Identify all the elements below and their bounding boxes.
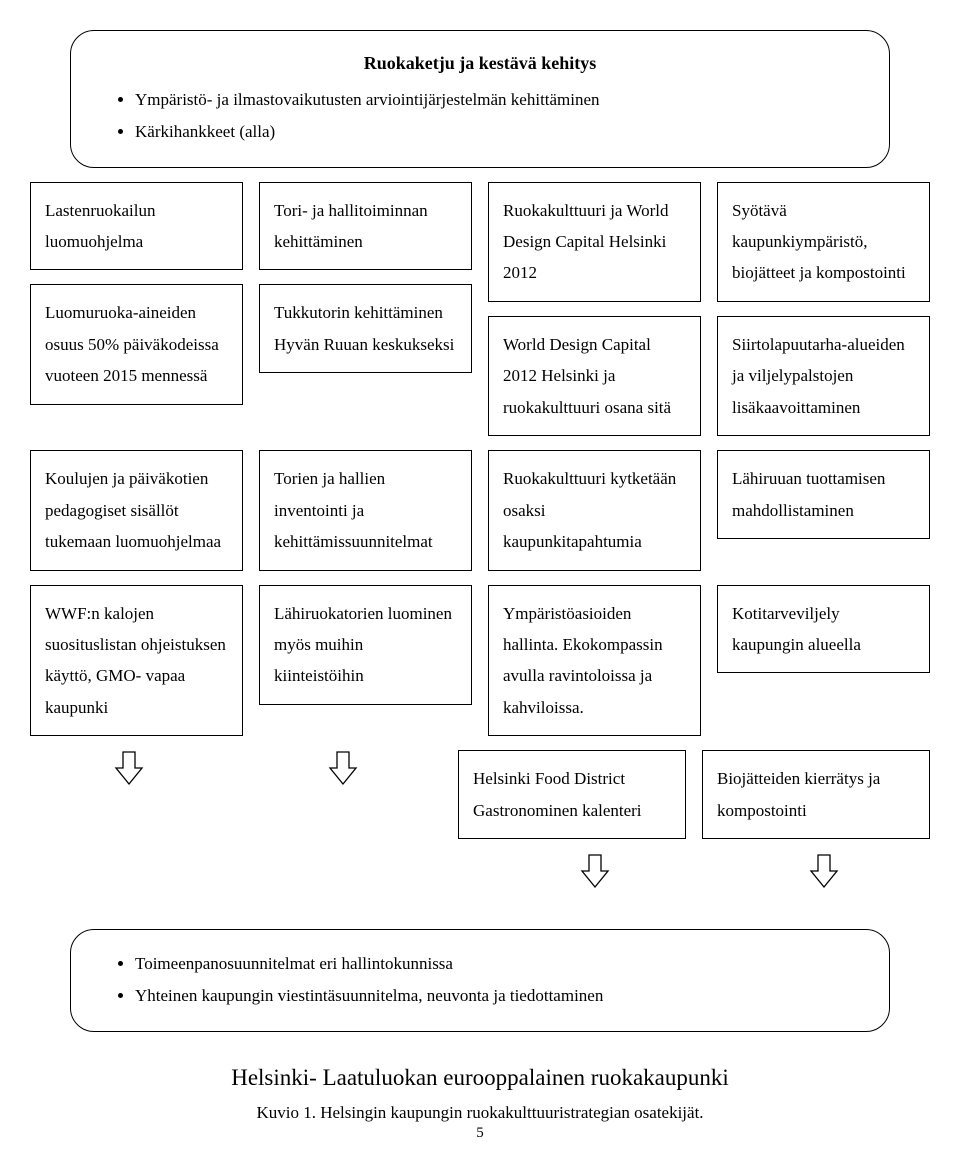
header-bullet: Ympäristö- ja ilmastovaikutusten arvioin… — [135, 84, 849, 116]
cell-r2c3: World Design Capital 2012 Helsinki ja ru… — [488, 316, 701, 436]
cell-r1c1: Lastenruokailun luomuohjelma — [30, 182, 243, 271]
cell-r2c1: Luomuruoka-aineiden osuus 50% päiväkodei… — [30, 284, 243, 404]
arrow-slot-c2 — [244, 750, 442, 786]
grid-row-3: Koulujen ja päiväkotien pedagogiset sisä… — [30, 450, 930, 570]
cell-r4c1: WWF:n kalojen suosituslistan ohjeistukse… — [30, 585, 243, 737]
arrow-down-icon — [114, 750, 144, 786]
big-title: Helsinki- Laatuluokan eurooppalainen ruo… — [30, 1060, 930, 1097]
cell-r2c2: Tukkutorin kehittäminen Hyvän Ruuan kesk… — [259, 284, 472, 373]
cell-r3c1: Koulujen ja päiväkotien pedagogiset sisä… — [30, 450, 243, 570]
arrow-slot-c4 — [717, 853, 930, 889]
cell-r3c2: Torien ja hallien inventointi ja kehittä… — [259, 450, 472, 570]
footer-bullet: Toimeenpanosuunnitelmat eri hallintokunn… — [135, 948, 849, 980]
arrow-down-icon — [809, 853, 839, 889]
cell-r1c4b: Siirtolapuutarha-alueiden ja viljelypals… — [717, 316, 930, 436]
cell-r4c2: Lähiruokatorien luominen myös muihin kii… — [259, 585, 472, 705]
arrow-slot-c1 — [30, 750, 228, 786]
cell-r5c3: Helsinki Food District Gastronominen kal… — [458, 750, 686, 839]
header-box: Ruokaketju ja kestävä kehitys Ympäristö-… — [70, 30, 890, 168]
cell-r1c4a: Syötävä kaupunkiympäristö, biojätteet ja… — [717, 182, 930, 302]
page-number: 5 — [30, 1125, 930, 1142]
cell-r5c4: Biojätteiden kierrätys ja kompostointi — [702, 750, 930, 839]
figure-caption: Kuvio 1. Helsingin kaupungin ruokakulttu… — [30, 1103, 930, 1123]
grid-row-1-2: Lastenruokailun luomuohjelma Luomuruoka-… — [30, 182, 930, 437]
cell-r1c2: Tori- ja hallitoiminnan kehittäminen — [259, 182, 472, 271]
header-bullets: Ympäristö- ja ilmastovaikutusten arvioin… — [111, 84, 849, 149]
arrow-row-bottom — [30, 853, 930, 889]
footer-bullets: Toimeenpanosuunnitelmat eri hallintokunn… — [111, 948, 849, 1013]
header-title: Ruokaketju ja kestävä kehitys — [111, 53, 849, 74]
arrow-slot-c3 — [488, 853, 701, 889]
cell-r3c4: Lähiruuan tuottamisen mahdollistaminen — [717, 450, 930, 539]
footer-box: Toimeenpanosuunnitelmat eri hallintokunn… — [70, 929, 890, 1032]
arrow-down-icon — [328, 750, 358, 786]
grid-row-5: Helsinki Food District Gastronominen kal… — [30, 750, 930, 839]
cell-r3c3: Ruokakulttuuri kytketään osaksi kaupunki… — [488, 450, 701, 570]
arrow-down-icon — [580, 853, 610, 889]
cell-r4c3: Ympäristöasioiden hallinta. Ekokompassin… — [488, 585, 701, 737]
footer-bullet: Yhteinen kaupungin viestintäsuunnitelma,… — [135, 980, 849, 1012]
cell-r4c4: Kotitarveviljely kaupungin alueella — [717, 585, 930, 674]
grid-row-4: WWF:n kalojen suosituslistan ohjeistukse… — [30, 585, 930, 737]
header-bullet: Kärkihankkeet (alla) — [135, 116, 849, 148]
cell-r1c3: Ruokakulttuuri ja World Design Capital H… — [488, 182, 701, 302]
